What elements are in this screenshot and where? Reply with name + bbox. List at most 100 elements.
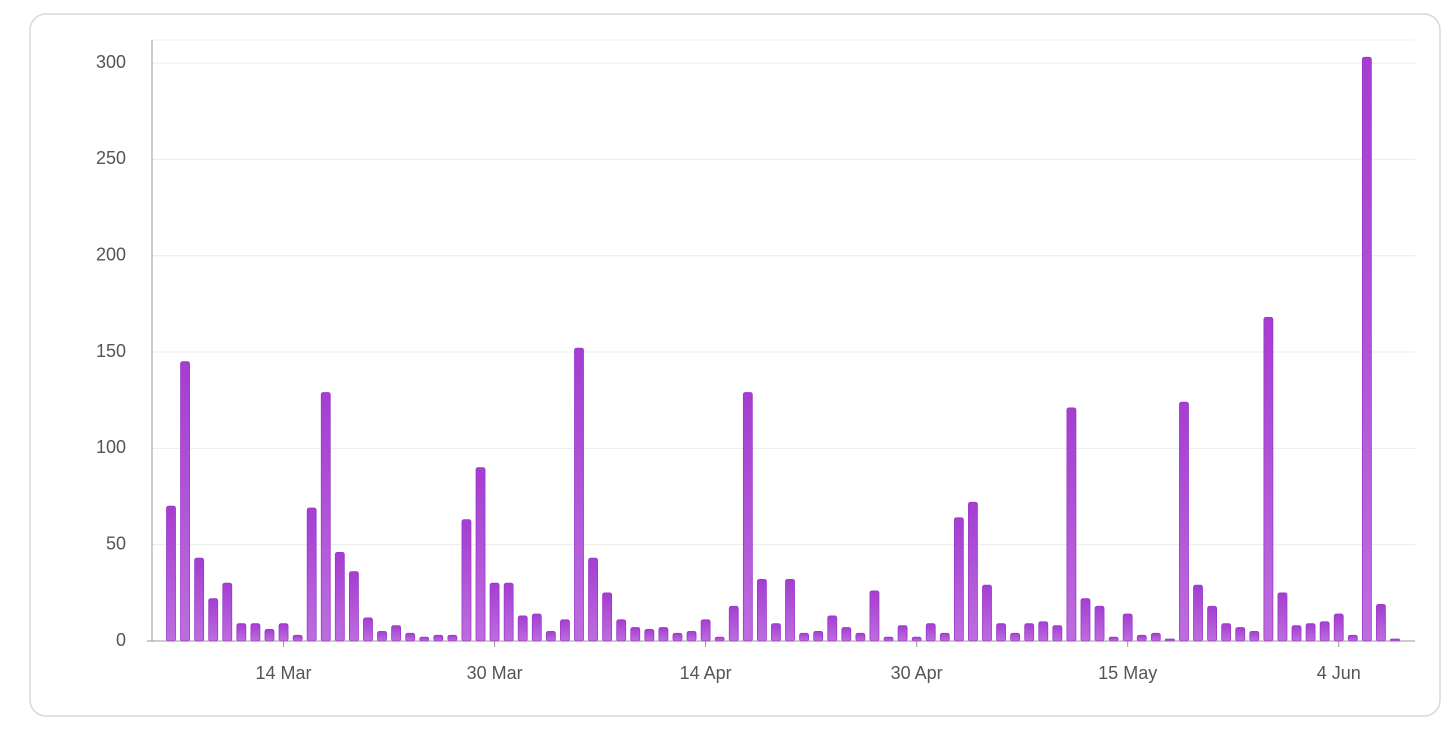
bar [1277,592,1288,642]
bar [1122,613,1133,642]
bar [742,392,753,642]
y-tick-label: 200 [96,244,126,264]
bar [883,636,894,642]
bar [813,630,824,642]
bar [925,623,936,642]
bar [968,501,978,642]
bar [419,636,430,642]
y-tick-label: 100 [96,437,126,457]
bar [1249,630,1260,642]
bar [574,347,584,642]
bar [489,582,500,642]
bar [785,578,795,642]
bar [588,557,598,642]
bar [1361,56,1372,642]
bar [982,584,992,642]
bar [222,582,233,642]
x-tick-label: 30 Mar [467,663,523,683]
bar [1080,598,1091,642]
bar [531,613,542,642]
bar [1347,634,1358,642]
bar [728,605,739,642]
bar [841,627,852,642]
bar [771,623,781,642]
bar [1066,407,1077,642]
bar [208,598,219,642]
bar [447,634,458,642]
bar [1193,584,1203,642]
bar [1164,638,1175,642]
bar [306,507,317,642]
bar [236,623,247,642]
bar [1094,605,1105,642]
bar [377,630,387,642]
bar [686,630,697,642]
bar [1291,625,1302,642]
bar [714,636,725,642]
bar [1024,623,1035,642]
y-tick-label: 0 [116,630,126,650]
bar [1235,627,1246,642]
bar [461,519,472,642]
bar [1150,632,1161,642]
bar [1179,401,1189,642]
bar [545,630,556,642]
bar [602,592,613,642]
bar [1305,623,1316,642]
bar [264,629,275,642]
bar [1263,316,1274,642]
bar [405,632,416,642]
bar [658,627,669,642]
x-tick-label: 15 May [1098,663,1157,683]
bar [348,571,359,642]
bar [180,361,190,642]
bar [292,634,303,642]
x-tick-label: 30 Apr [891,663,943,683]
bar [644,629,655,642]
bar [1390,638,1400,642]
y-tick-label: 250 [96,148,126,168]
bar [475,467,486,642]
bar [433,634,444,642]
bar [166,505,176,642]
bar [1221,623,1232,642]
bar [1333,613,1344,642]
x-tick-label: 14 Mar [256,663,312,683]
x-tick-label: 14 Apr [680,663,732,683]
bar [939,632,950,642]
bar [517,615,528,642]
bar [334,551,345,642]
bar [953,517,964,642]
y-tick-label: 50 [106,533,126,553]
y-tick-label: 150 [96,341,126,361]
bar [827,615,838,642]
bar [869,590,880,642]
bar [897,625,908,642]
bar [320,392,331,642]
bar [1052,625,1063,642]
bar [391,625,402,642]
bar [1136,634,1147,642]
bar [278,623,289,642]
bar [1038,621,1049,642]
bar [672,632,683,642]
bar [194,557,205,642]
bar [799,632,810,642]
bar [503,582,514,642]
bar [616,619,627,642]
bar [1010,632,1021,642]
bar [700,619,711,642]
x-tick-label: 4 Jun [1317,663,1361,683]
bar [1207,605,1218,642]
bar [363,617,373,642]
y-tick-label: 300 [96,52,126,72]
bar [1376,604,1386,642]
bar [855,632,866,642]
bar [630,627,641,642]
bar [560,619,570,642]
bar [1108,636,1119,642]
bar [250,623,261,642]
bar [996,623,1006,642]
